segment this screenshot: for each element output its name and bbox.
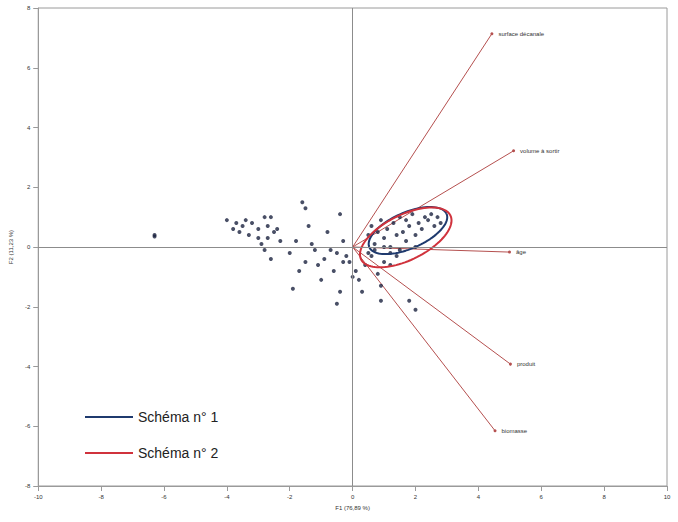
svg-text:0: 0 [27, 244, 31, 250]
svg-text:8: 8 [602, 494, 606, 500]
svg-text:F1 (76,89 %): F1 (76,89 %) [335, 505, 370, 511]
svg-text:2: 2 [27, 184, 31, 190]
svg-text:Schéma n° 1: Schéma n° 1 [138, 409, 219, 425]
svg-text:8: 8 [27, 5, 31, 11]
svg-text:-8: -8 [98, 494, 104, 500]
svg-text:surface décanale: surface décanale [498, 31, 544, 37]
svg-text:6: 6 [27, 65, 31, 71]
svg-text:-2: -2 [287, 494, 293, 500]
svg-text:Schéma n° 2: Schéma n° 2 [138, 445, 219, 461]
svg-text:âge: âge [516, 249, 527, 255]
svg-text:volume à sortir: volume à sortir [520, 148, 559, 154]
svg-text:produit: produit [517, 361, 536, 367]
svg-text:4: 4 [477, 494, 481, 500]
svg-text:-6: -6 [25, 423, 31, 429]
svg-text:4: 4 [27, 125, 31, 131]
svg-text:10: 10 [664, 494, 671, 500]
svg-text:-4: -4 [224, 494, 230, 500]
svg-text:0: 0 [351, 494, 355, 500]
svg-text:2: 2 [414, 494, 418, 500]
svg-text:6: 6 [540, 494, 544, 500]
svg-text:biomasse: biomasse [502, 428, 528, 434]
svg-text:-2: -2 [25, 304, 31, 310]
svg-text:F2 (11,23 %): F2 (11,23 %) [8, 230, 14, 264]
svg-text:-8: -8 [25, 483, 31, 489]
svg-text:-6: -6 [161, 494, 167, 500]
svg-text:-10: -10 [34, 494, 43, 500]
svg-text:-4: -4 [25, 364, 31, 370]
